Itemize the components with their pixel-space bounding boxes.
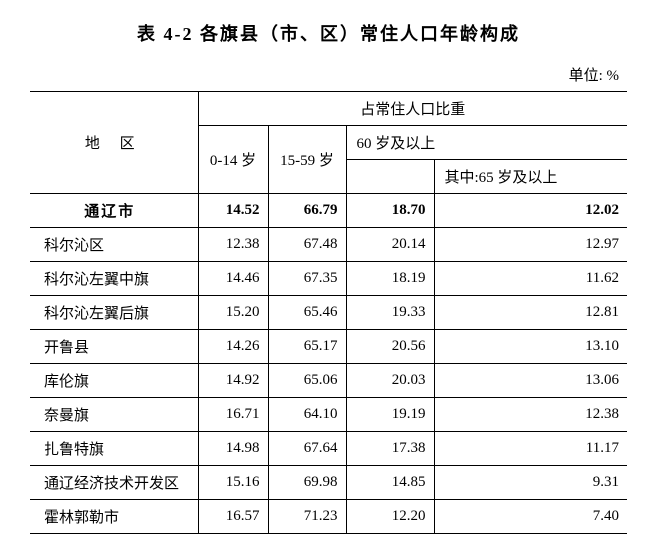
value-cell: 15.20 — [198, 296, 268, 330]
region-cell: 扎鲁特旗 — [30, 432, 198, 466]
value-cell: 14.26 — [198, 330, 268, 364]
header-age-0-14: 0-14 岁 — [198, 126, 268, 194]
value-cell: 20.14 — [346, 228, 434, 262]
table-row: 霍林郭勒市16.5771.2312.207.40 — [30, 500, 627, 534]
region-cell: 开鲁县 — [30, 330, 198, 364]
header-age-15-59: 15-59 岁 — [268, 126, 346, 194]
region-cell: 通辽市 — [30, 194, 198, 228]
value-cell: 12.97 — [434, 228, 627, 262]
table-row: 奈曼旗16.7164.1019.1912.38 — [30, 398, 627, 432]
value-cell: 19.33 — [346, 296, 434, 330]
value-cell: 20.56 — [346, 330, 434, 364]
value-cell: 12.38 — [434, 398, 627, 432]
unit-label: 单位: % — [30, 64, 627, 85]
data-table: 地 区 占常住人口比重 0-14 岁 15-59 岁 60 岁及以上 其中:65… — [30, 91, 627, 534]
value-cell: 16.57 — [198, 500, 268, 534]
table-row: 开鲁县14.2665.1720.5613.10 — [30, 330, 627, 364]
table-row: 科尔沁左翼后旗15.2065.4619.3312.81 — [30, 296, 627, 330]
value-cell: 18.19 — [346, 262, 434, 296]
table-row: 科尔沁区12.3867.4820.1412.97 — [30, 228, 627, 262]
value-cell: 9.31 — [434, 466, 627, 500]
value-cell: 65.06 — [268, 364, 346, 398]
table-row: 科尔沁左翼中旗14.4667.3518.1911.62 — [30, 262, 627, 296]
value-cell: 66.79 — [268, 194, 346, 228]
region-cell: 通辽经济技术开发区 — [30, 466, 198, 500]
region-cell: 科尔沁左翼后旗 — [30, 296, 198, 330]
value-cell: 16.71 — [198, 398, 268, 432]
header-age-65-plus: 其中:65 岁及以上 — [434, 160, 627, 194]
value-cell: 12.20 — [346, 500, 434, 534]
value-cell: 12.81 — [434, 296, 627, 330]
value-cell: 64.10 — [268, 398, 346, 432]
header-region: 地 区 — [30, 92, 198, 194]
value-cell: 12.02 — [434, 194, 627, 228]
value-cell: 65.17 — [268, 330, 346, 364]
region-cell: 科尔沁左翼中旗 — [30, 262, 198, 296]
value-cell: 7.40 — [434, 500, 627, 534]
value-cell: 11.17 — [434, 432, 627, 466]
value-cell: 18.70 — [346, 194, 434, 228]
value-cell: 65.46 — [268, 296, 346, 330]
region-cell: 库伦旗 — [30, 364, 198, 398]
table-row: 扎鲁特旗14.9867.6417.3811.17 — [30, 432, 627, 466]
value-cell: 67.35 — [268, 262, 346, 296]
table-row: 通辽市14.5266.7918.7012.02 — [30, 194, 627, 228]
table-row: 库伦旗14.9265.0620.0313.06 — [30, 364, 627, 398]
value-cell: 67.48 — [268, 228, 346, 262]
region-cell: 霍林郭勒市 — [30, 500, 198, 534]
value-cell: 20.03 — [346, 364, 434, 398]
value-cell: 17.38 — [346, 432, 434, 466]
value-cell: 67.64 — [268, 432, 346, 466]
region-cell: 奈曼旗 — [30, 398, 198, 432]
table-row: 通辽经济技术开发区15.1669.9814.859.31 — [30, 466, 627, 500]
value-cell: 71.23 — [268, 500, 346, 534]
header-row-1: 地 区 占常住人口比重 — [30, 92, 627, 126]
region-cell: 科尔沁区 — [30, 228, 198, 262]
value-cell: 19.19 — [346, 398, 434, 432]
header-proportion: 占常住人口比重 — [198, 92, 627, 126]
value-cell: 13.06 — [434, 364, 627, 398]
table-title: 表 4-2 各旗县（市、区）常住人口年龄构成 — [30, 20, 627, 46]
value-cell: 14.98 — [198, 432, 268, 466]
header-age-60-empty — [346, 160, 434, 194]
value-cell: 12.38 — [198, 228, 268, 262]
value-cell: 69.98 — [268, 466, 346, 500]
value-cell: 14.52 — [198, 194, 268, 228]
value-cell: 14.46 — [198, 262, 268, 296]
value-cell: 13.10 — [434, 330, 627, 364]
value-cell: 14.92 — [198, 364, 268, 398]
header-age-60-plus: 60 岁及以上 — [346, 126, 627, 160]
value-cell: 15.16 — [198, 466, 268, 500]
value-cell: 14.85 — [346, 466, 434, 500]
value-cell: 11.62 — [434, 262, 627, 296]
